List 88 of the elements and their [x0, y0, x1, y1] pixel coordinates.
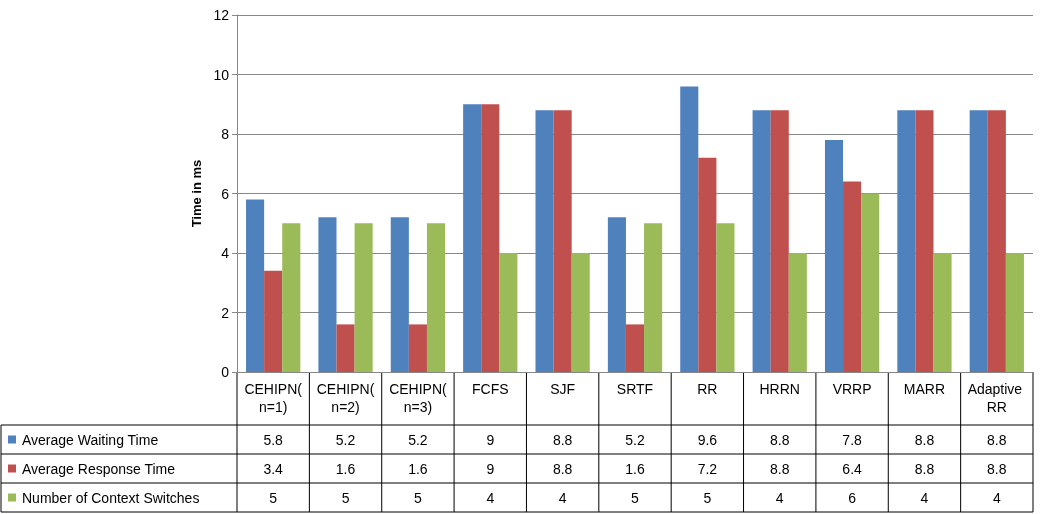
data-label: 8.8	[552, 431, 573, 448]
data-label: 5	[269, 489, 278, 506]
bar	[698, 157, 717, 372]
data-label: 5	[341, 489, 350, 506]
legend-label: Number of Context Switches	[22, 489, 200, 506]
data-label: 5	[703, 489, 712, 506]
data-label: 7.2	[697, 460, 718, 477]
bar	[969, 110, 988, 372]
bar	[408, 324, 427, 372]
data-label: 4	[920, 489, 929, 506]
bar	[264, 270, 283, 372]
data-label: 8.8	[987, 460, 1007, 477]
data-label: 4	[992, 489, 1001, 506]
data-label: 4	[775, 489, 784, 506]
data-label: 6	[848, 489, 857, 506]
bar	[336, 324, 355, 372]
legend-label: Average Response Time	[22, 460, 176, 477]
bar	[987, 110, 1006, 372]
y-axis-title: Time in ms	[188, 159, 204, 228]
y-tick-label: 12	[213, 7, 230, 23]
bar	[752, 110, 771, 372]
data-label: 5.2	[335, 431, 356, 448]
bar	[915, 110, 934, 372]
bar	[607, 217, 626, 372]
data-label: 9	[486, 460, 495, 477]
bar	[788, 253, 807, 372]
x-tick-label: RR	[697, 381, 718, 397]
bar	[644, 223, 663, 372]
data-label: 1.6	[408, 460, 428, 477]
data-label: 9.6	[697, 431, 718, 448]
data-label: 8.8	[987, 431, 1007, 448]
data-label: 8.8	[914, 460, 935, 477]
bar	[571, 253, 590, 372]
x-tick-label: SRTF	[616, 381, 654, 397]
bar	[481, 104, 500, 372]
data-label: 4	[558, 489, 567, 506]
x-tick-label: FCFS	[471, 381, 509, 397]
data-label: 8.8	[769, 431, 790, 448]
data-label: 5.2	[408, 431, 428, 448]
bar	[354, 223, 373, 372]
data-label: 5.2	[625, 431, 645, 448]
data-label: 9	[486, 431, 495, 448]
bar	[933, 253, 952, 372]
data-label: 4	[486, 489, 495, 506]
bar	[824, 139, 844, 372]
bar	[897, 110, 916, 372]
bar	[553, 110, 572, 372]
bar	[499, 253, 518, 372]
bar	[318, 217, 337, 372]
y-tick-label: 6	[221, 185, 230, 202]
y-tick-label: 2	[221, 304, 230, 321]
data-label: 5.8	[263, 431, 284, 448]
bar	[770, 110, 789, 372]
x-tick-label: VRRP	[832, 381, 872, 397]
data-label: 8.8	[552, 460, 573, 477]
bar	[1005, 253, 1024, 372]
data-label: 8.8	[914, 431, 935, 448]
y-tick-label: 0	[221, 364, 230, 380]
y-tick-label: 8	[221, 126, 230, 142]
data-label: 5	[414, 489, 423, 506]
data-label: 5	[631, 489, 640, 506]
bar	[843, 181, 862, 372]
bar	[625, 324, 645, 372]
x-tick-label: CEHIPN(n=3)	[389, 381, 448, 415]
data-label: 8.8	[769, 460, 790, 477]
data-label: 7.8	[842, 431, 863, 448]
x-tick-label: CEHIPN(n=1)	[244, 381, 303, 415]
x-tick-label: SJF	[550, 381, 576, 397]
bar	[246, 199, 265, 372]
bar	[463, 104, 482, 372]
bar	[716, 223, 735, 372]
x-tick-label: CEHIPN(n=2)	[316, 381, 375, 415]
y-tick-label: 4	[221, 245, 230, 261]
y-tick-label: 10	[213, 66, 230, 83]
data-label: 1.6	[335, 460, 356, 477]
x-tick-label: Adaptive RR	[967, 381, 1027, 415]
bar	[861, 193, 880, 372]
x-tick-label: MARR	[903, 381, 946, 397]
bar	[282, 223, 301, 372]
data-label: 1.6	[625, 460, 645, 477]
bar	[390, 217, 409, 372]
data-label: 3.4	[263, 460, 284, 477]
legend-label: Average Waiting Time	[22, 431, 159, 448]
bar	[426, 223, 446, 372]
x-tick-label: HRRN	[759, 381, 800, 397]
bar	[680, 86, 699, 372]
bar	[535, 110, 554, 372]
data-label: 6.4	[842, 460, 863, 477]
